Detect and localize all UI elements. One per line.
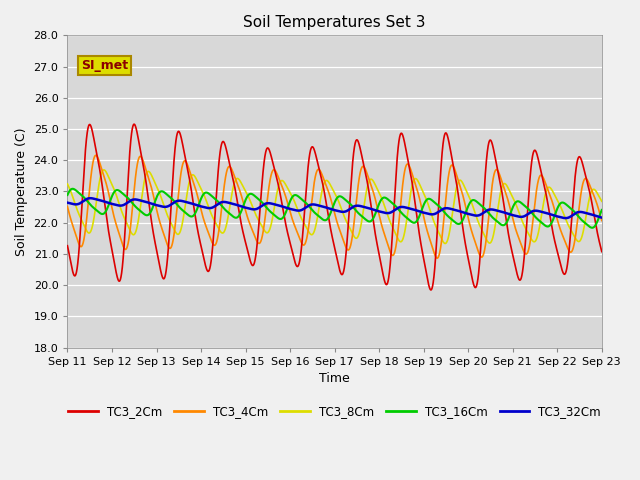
X-axis label: Time: Time [319,372,350,385]
Y-axis label: Soil Temperature (C): Soil Temperature (C) [15,127,28,256]
Legend: TC3_2Cm, TC3_4Cm, TC3_8Cm, TC3_16Cm, TC3_32Cm: TC3_2Cm, TC3_4Cm, TC3_8Cm, TC3_16Cm, TC3… [63,400,606,423]
Text: SI_met: SI_met [81,59,128,72]
Title: Soil Temperatures Set 3: Soil Temperatures Set 3 [243,15,426,30]
